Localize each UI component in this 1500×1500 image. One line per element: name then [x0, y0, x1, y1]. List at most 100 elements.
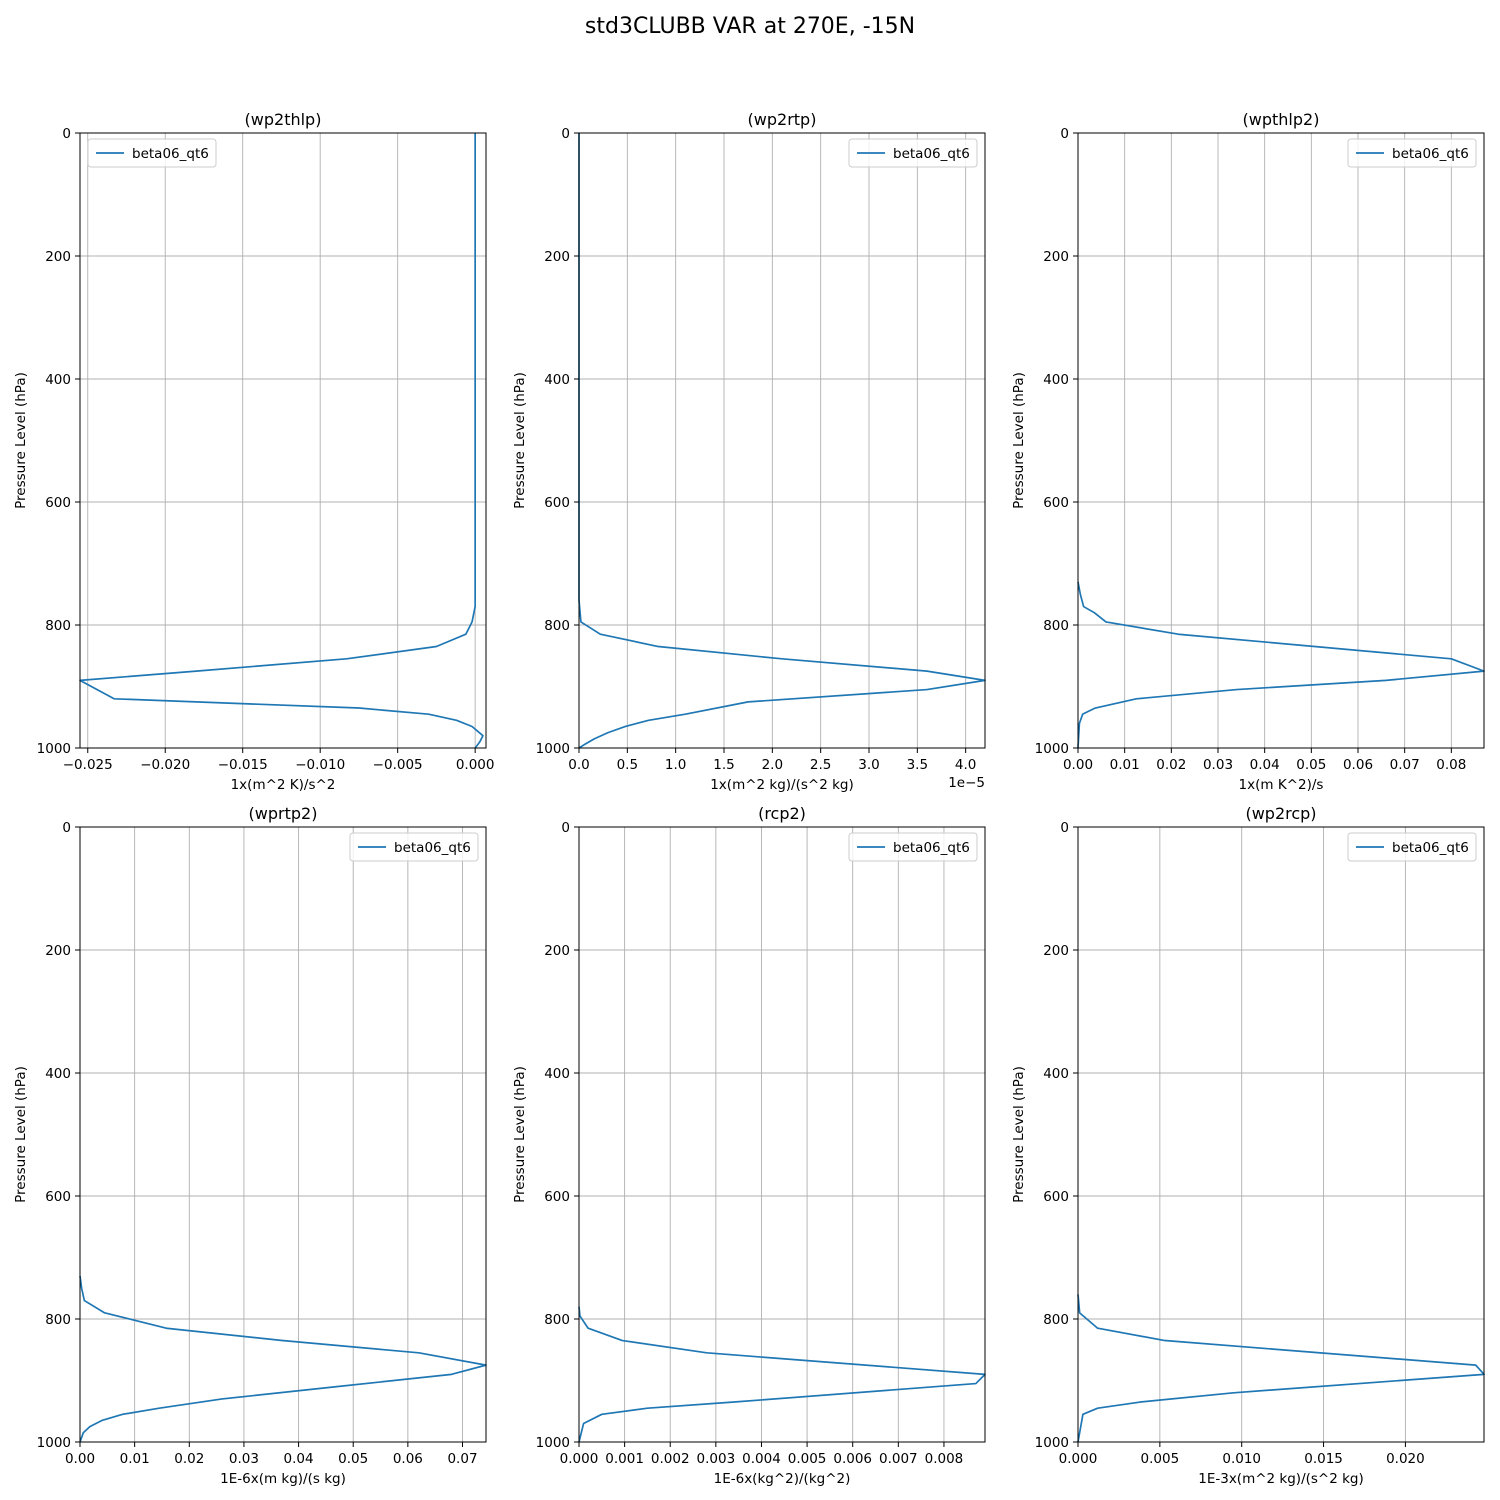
x-tick-label: 0.06 [1343, 757, 1373, 773]
x-tick-label: −0.010 [295, 757, 345, 773]
axes-frame [79, 132, 487, 749]
y-tick-label: 400 [45, 1066, 71, 1082]
x-tick-label: 0.02 [174, 1451, 204, 1467]
x-tick-label: 0.01 [120, 1451, 150, 1467]
legend-label: beta06_qt6 [132, 146, 209, 162]
legend-box [848, 138, 978, 168]
y-tick-label: 1000 [536, 1435, 570, 1451]
y-tick-label: 0 [1060, 126, 1069, 142]
x-tick-label: 4.0 [955, 757, 976, 773]
panel-title: (wpthlp2) [1243, 110, 1320, 129]
series-line-beta06_qt6 [79, 1275, 487, 1443]
x-tick-label: 0.006 [833, 1451, 872, 1467]
y-tick-label: 200 [45, 249, 71, 265]
x-tick-label: 0.010 [1222, 1451, 1261, 1467]
legend-box [87, 138, 217, 168]
panel-title: (wprtp2) [249, 804, 318, 823]
series-line-beta06_qt6 [578, 133, 986, 749]
x-tick-label: 0.000 [456, 757, 495, 773]
y-axis-label: Pressure Level (hPa) [13, 1066, 29, 1203]
y-axis-label: Pressure Level (hPa) [1011, 1066, 1027, 1203]
x-axis-label: 1x(m^2 K)/s^2 [231, 777, 336, 793]
x-tick-label: 2.0 [762, 757, 783, 773]
x-tick-label: 0.020 [1386, 1451, 1425, 1467]
x-tick-label: 0.008 [925, 1451, 964, 1467]
x-tick-label: 0.004 [742, 1451, 781, 1467]
y-tick-label: 800 [544, 618, 570, 634]
legend-label: beta06_qt6 [893, 840, 970, 856]
x-tick-label: 2.5 [810, 757, 831, 773]
y-tick-label: 600 [1043, 495, 1069, 511]
x-tick-label: 0.07 [447, 1451, 477, 1467]
panel-title: (wp2rtp) [748, 110, 817, 129]
y-tick-label: 0 [561, 820, 570, 836]
x-tick-label: 0.01 [1110, 757, 1140, 773]
x-tick-label: 3.0 [858, 757, 879, 773]
legend: beta06_qt6 [87, 138, 217, 168]
y-tick-label: 800 [544, 1312, 570, 1328]
y-tick-label: 800 [1043, 1312, 1069, 1328]
x-axis-label: 1E-6x(m kg)/(s kg) [220, 1471, 346, 1487]
x-tick-label: 0.00 [1063, 757, 1093, 773]
y-tick-label: 400 [1043, 372, 1069, 388]
x-tick-label: 0.005 [1141, 1451, 1180, 1467]
y-tick-label: 1000 [37, 1435, 71, 1451]
x-tick-label: 0.005 [788, 1451, 827, 1467]
x-tick-label: −0.005 [373, 757, 423, 773]
x-tick-label: 0.015 [1304, 1451, 1343, 1467]
x-axis-label: 1x(m K^2)/s [1239, 777, 1324, 793]
chart-panel-3: 0.00 0.01 0.02 0.03 0.04 0.05 0.06 0.07 0.08 0 200… [1011, 110, 1485, 793]
panel-title: (wp2thlp) [245, 110, 322, 129]
y-tick-label: 200 [1043, 943, 1069, 959]
y-axis-label: Pressure Level (hPa) [13, 372, 29, 509]
legend-box [1347, 138, 1477, 168]
x-axis-label: 1x(m^2 kg)/(s^2 kg) [710, 777, 854, 793]
y-axis-label: Pressure Level (hPa) [512, 1066, 528, 1203]
legend-box [848, 832, 978, 862]
y-tick-label: 0 [62, 820, 71, 836]
legend: beta06_qt6 [1347, 138, 1477, 168]
x-tick-label: 0.003 [697, 1451, 736, 1467]
legend: beta06_qt6 [848, 832, 978, 862]
x-tick-label: −0.015 [218, 757, 268, 773]
y-tick-label: 200 [544, 249, 570, 265]
y-tick-label: 400 [544, 372, 570, 388]
x-tick-label: 1.0 [665, 757, 686, 773]
x-tick-label: 0.5 [617, 757, 638, 773]
legend-label: beta06_qt6 [1392, 840, 1469, 856]
x-tick-label: 0.007 [879, 1451, 918, 1467]
x-offset-label: 1e−5 [948, 775, 985, 791]
legend-label: beta06_qt6 [893, 146, 970, 162]
x-tick-label: 0.04 [1250, 757, 1280, 773]
legend: beta06_qt6 [349, 832, 479, 862]
x-tick-label: 1.5 [713, 757, 734, 773]
y-tick-label: 600 [45, 1189, 71, 1205]
axes-frame [578, 132, 986, 749]
y-tick-label: 0 [62, 126, 71, 142]
chart-panel-4: 0.00 0.01 0.02 0.03 0.04 0.05 0.06 0.07 0 200 400 6… [13, 804, 487, 1487]
chart-panel-6: 0.000 0.005 0.010 0.015 0.020 0 200 400 600 800 10… [1011, 804, 1485, 1487]
y-tick-label: 600 [45, 495, 71, 511]
x-tick-label: 3.5 [907, 757, 928, 773]
y-tick-label: 600 [1043, 1189, 1069, 1205]
y-tick-label: 600 [544, 495, 570, 511]
y-tick-label: 600 [544, 1189, 570, 1205]
chart-panel-5: 0.000 0.001 0.002 0.003 0.004 0.005 0.006 0.007… [512, 804, 986, 1487]
chart-panel-1: −0.025 −0.020 −0.015 −0.010 −0.005 0.000 0 200 4… [13, 110, 494, 793]
legend-label: beta06_qt6 [394, 840, 471, 856]
panel-title: (rcp2) [758, 804, 806, 823]
x-tick-label: 0.001 [605, 1451, 644, 1467]
y-tick-label: 400 [45, 372, 71, 388]
x-tick-label: 0.000 [560, 1451, 599, 1467]
chart-panel-2: 0.0 0.5 1.0 1.5 2.0 2.5 3.0 3.5 4.0 0 200 400 600 800… [512, 110, 986, 793]
x-tick-label: 0.03 [229, 1451, 259, 1467]
y-tick-label: 400 [544, 1066, 570, 1082]
y-tick-label: 1000 [1035, 741, 1069, 757]
legend: beta06_qt6 [1347, 832, 1477, 862]
x-tick-label: 0.0 [568, 757, 589, 773]
legend-box [349, 832, 479, 862]
y-axis-label: Pressure Level (hPa) [512, 372, 528, 509]
axes-frame [79, 826, 487, 1443]
x-tick-label: 0.000 [1059, 1451, 1098, 1467]
x-tick-label: 0.05 [1296, 757, 1326, 773]
